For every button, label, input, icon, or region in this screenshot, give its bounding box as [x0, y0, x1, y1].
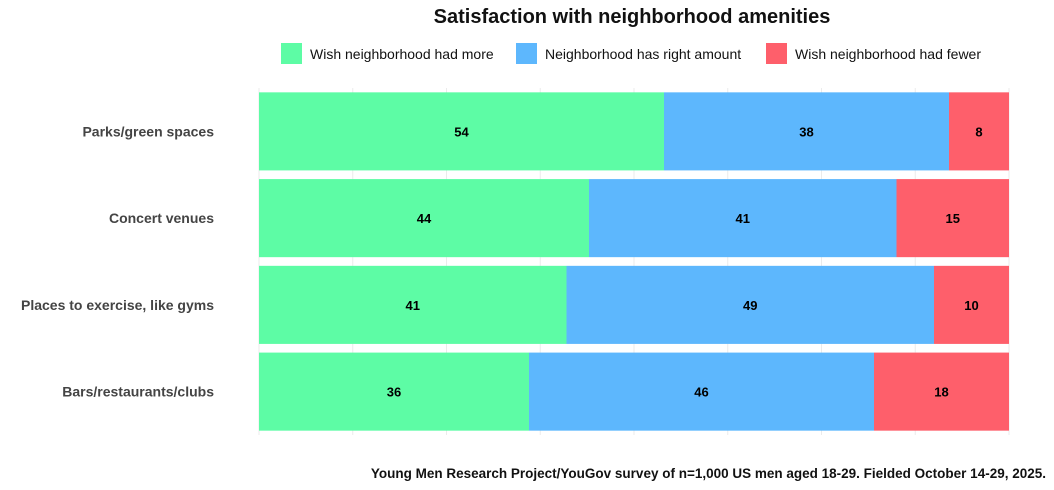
- bar-segment: [589, 179, 897, 258]
- bar-segment: [664, 92, 949, 171]
- legend: Wish neighborhood had more Neighborhood h…: [281, 43, 981, 64]
- data-label: 38: [799, 124, 813, 139]
- category-label: Places to exercise, like gyms: [21, 297, 214, 313]
- bar-segment: [566, 265, 934, 344]
- legend-label: Wish neighborhood had more: [310, 46, 494, 62]
- bars: Parks/green spaces 54 38 8 Concert venues 44 4…: [21, 92, 1009, 431]
- bar-segment: [259, 179, 589, 258]
- bar-segment: [949, 92, 1009, 171]
- data-label: 15: [946, 211, 960, 226]
- data-label: 44: [417, 211, 432, 226]
- bar-segment: [896, 179, 1009, 258]
- data-label: 10: [964, 298, 978, 313]
- bar-segment: [259, 265, 567, 344]
- bar-segment: [259, 92, 664, 171]
- data-label: 18: [934, 385, 948, 400]
- bar-segment: [874, 352, 1009, 431]
- data-label: 46: [694, 385, 708, 400]
- bar-segment: [934, 265, 1009, 344]
- legend-label: Wish neighborhood had fewer: [795, 46, 981, 62]
- data-label: 36: [387, 385, 401, 400]
- chart-title: Satisfaction with neighborhood amenities: [434, 6, 831, 28]
- data-label: 49: [743, 298, 757, 313]
- data-label: 41: [736, 211, 750, 226]
- data-label: 41: [406, 298, 420, 313]
- bar-segment: [529, 352, 874, 431]
- data-label: 8: [975, 124, 982, 139]
- category-label: Parks/green spaces: [82, 123, 214, 139]
- bar-segment: [259, 352, 529, 431]
- data-label: 54: [454, 124, 469, 139]
- legend-swatch: [281, 43, 302, 64]
- legend-swatch: [766, 43, 787, 64]
- category-label: Concert venues: [109, 210, 214, 226]
- legend-swatch: [516, 43, 537, 64]
- category-label: Bars/restaurants/clubs: [62, 384, 214, 400]
- legend-label: Neighborhood has right amount: [545, 46, 741, 62]
- caption: Young Men Research Project/YouGov survey…: [371, 466, 1046, 481]
